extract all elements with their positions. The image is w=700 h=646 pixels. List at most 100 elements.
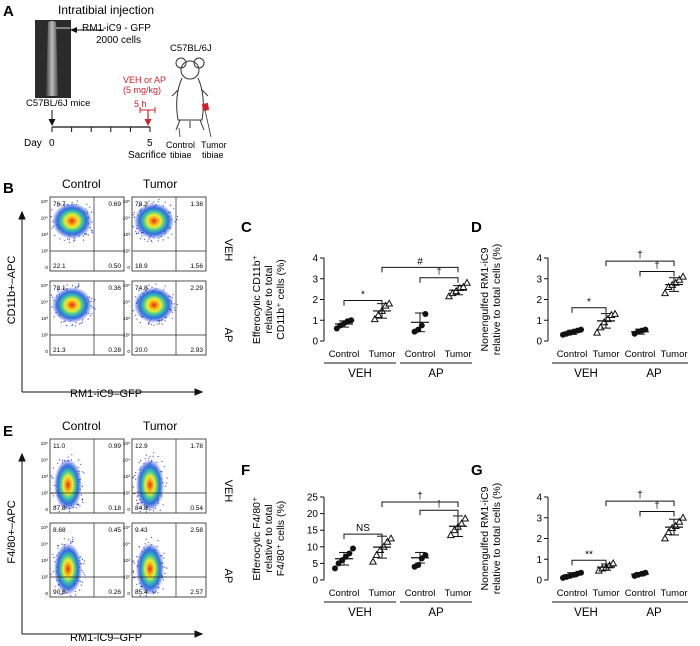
category-label: Control xyxy=(557,349,588,360)
quadrant-bl: 87.8 xyxy=(53,505,66,512)
flow-event xyxy=(133,212,135,214)
flow-tick-label: 10² xyxy=(41,575,48,581)
data-point xyxy=(459,282,468,290)
flow-event xyxy=(150,323,152,325)
flow-event xyxy=(161,323,163,325)
flow-event xyxy=(87,318,89,320)
quadrant-tr: 0.99 xyxy=(108,443,121,450)
quadrant-bl: 90.6 xyxy=(53,589,66,596)
flow-tick-label: 10³ xyxy=(41,316,48,322)
significance-label: † xyxy=(417,491,423,502)
flow-event xyxy=(71,454,73,456)
flow-event xyxy=(132,560,134,562)
flow-event xyxy=(149,455,151,457)
quadrant-tl: 78.1 xyxy=(53,285,66,292)
flow-event xyxy=(176,215,179,217)
flow-event xyxy=(171,317,173,319)
flow-tick-label: 10³ xyxy=(123,232,130,238)
data-point xyxy=(446,530,455,539)
y-tick-label: 3 xyxy=(536,274,542,285)
quadrant-bl: 22.1 xyxy=(53,263,66,270)
panel-label-e: E xyxy=(3,423,13,440)
flow-tick-label: 10⁵ xyxy=(123,199,130,205)
data-point xyxy=(350,545,356,552)
y-tick-label: 0 xyxy=(312,337,318,348)
flow-event xyxy=(82,572,84,574)
flow-event xyxy=(157,455,159,458)
significance-bracket xyxy=(605,260,675,267)
significance-label: * xyxy=(361,290,365,301)
flow-tick-label: 0 xyxy=(127,507,130,513)
panel-label-g: G xyxy=(471,462,483,479)
flow-event xyxy=(141,235,143,237)
flow-event xyxy=(66,284,68,286)
y-tick-label: 2 xyxy=(312,295,318,306)
day-end: 5 xyxy=(147,138,153,149)
significance-bracket xyxy=(419,277,459,283)
treatment-line-2: (5 mg/kg) xyxy=(123,85,161,95)
significance-bracket xyxy=(605,500,675,507)
flow-tick-label: 0 xyxy=(127,349,130,355)
category-label: Tumor xyxy=(444,588,471,599)
flow-density xyxy=(134,203,174,239)
xray-bone xyxy=(46,21,58,96)
flow-event xyxy=(53,316,55,318)
category-label: Tumor xyxy=(592,588,619,599)
data-point xyxy=(592,328,602,336)
flow-event xyxy=(157,592,159,594)
flow-event xyxy=(75,590,77,593)
flow-event xyxy=(166,567,168,569)
flow-plot: 78.2 1.38 18.9 1.56 10⁵ 10⁴ 10³ 10² 0 xyxy=(123,196,207,272)
flow-event xyxy=(78,284,80,286)
flow-event xyxy=(58,459,61,461)
flow-event xyxy=(133,562,135,564)
y-tick-label: 1 xyxy=(536,316,542,327)
flow-event xyxy=(136,583,138,585)
flow-tick-label: 0 xyxy=(127,591,130,597)
flow-tick-label: 10⁴ xyxy=(123,300,130,306)
flow-event xyxy=(59,238,61,240)
quadrant-br: 0.28 xyxy=(108,347,121,354)
flow-event xyxy=(138,289,140,291)
category-label: Control xyxy=(405,588,436,599)
flow-event xyxy=(57,462,59,464)
category-label: Tumor xyxy=(368,588,395,599)
y-tick-label: 2 xyxy=(536,534,542,545)
flow-event xyxy=(81,498,83,500)
flow-event xyxy=(136,318,138,320)
tumor-tibiae-2: tibiae xyxy=(202,150,224,160)
flow-event xyxy=(82,499,84,501)
y-axis-label: relative to total xyxy=(263,504,275,572)
flow-event xyxy=(60,321,62,323)
significance-label: # xyxy=(417,256,423,267)
flow-event xyxy=(50,294,52,296)
flow-b-col-control: Control xyxy=(62,177,101,191)
flow-tick-label: 10⁴ xyxy=(41,542,48,548)
chart-d: 0 1 2 3 4 Nonengulfed RM1-iC9 relative to tota… xyxy=(479,244,688,380)
flow-event xyxy=(151,241,153,243)
flow-event xyxy=(67,456,69,458)
flow-event xyxy=(54,234,56,236)
flow-event xyxy=(148,457,150,459)
flow-event xyxy=(89,206,91,208)
group-label: VEH xyxy=(574,607,598,619)
flow-event xyxy=(143,238,145,240)
group-label: VEH xyxy=(348,607,372,619)
panel-label-f: F xyxy=(241,462,250,479)
y-tick-label: 25 xyxy=(307,493,319,504)
flow-event xyxy=(52,296,54,298)
quadrant-tl: 12.9 xyxy=(135,443,148,450)
treatment-line-1: VEH or AP xyxy=(123,75,166,85)
flow-event xyxy=(158,198,160,201)
y-tick-label: 0 xyxy=(536,576,542,587)
quadrant-tr: 0.36 xyxy=(108,285,121,292)
flow-event xyxy=(79,589,81,591)
flow-event xyxy=(148,238,150,240)
flow-tick-label: 10⁵ xyxy=(123,441,130,447)
flow-event xyxy=(158,322,160,325)
significance-bracket xyxy=(639,511,675,517)
flow-event xyxy=(137,589,139,591)
flow-event xyxy=(135,478,137,480)
quadrant-bl: 84.8 xyxy=(135,505,148,512)
flow-event xyxy=(94,308,96,310)
